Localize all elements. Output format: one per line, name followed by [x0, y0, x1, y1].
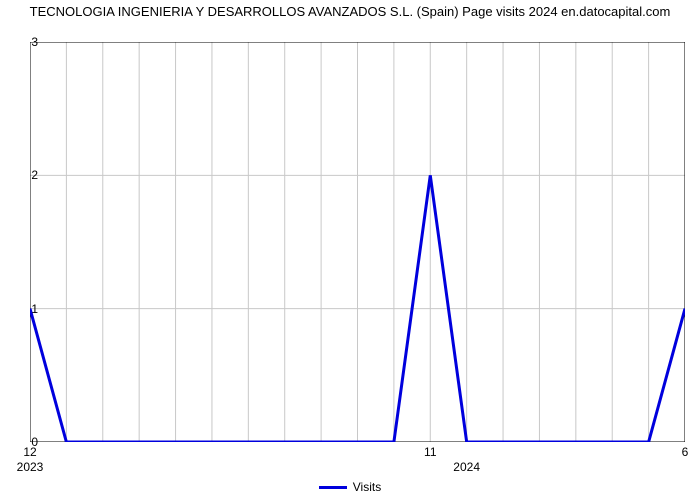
legend-swatch: [319, 486, 347, 489]
legend-label: Visits: [353, 480, 381, 494]
x-tick-label: 12: [23, 445, 36, 459]
y-tick-label: 3: [31, 35, 38, 49]
x-tick-label: 6: [682, 445, 689, 459]
chart-plot: [30, 42, 685, 442]
y-tick-label: 2: [31, 168, 38, 182]
y-tick-label: 1: [31, 302, 38, 316]
x-tick-label: 11: [424, 445, 436, 459]
chart-legend: Visits: [0, 480, 700, 494]
x-year-label: 2023: [17, 460, 44, 474]
chart-title: TECNOLOGIA INGENIERIA Y DESARROLLOS AVAN…: [0, 0, 700, 20]
x-year-label: 2024: [453, 460, 480, 474]
